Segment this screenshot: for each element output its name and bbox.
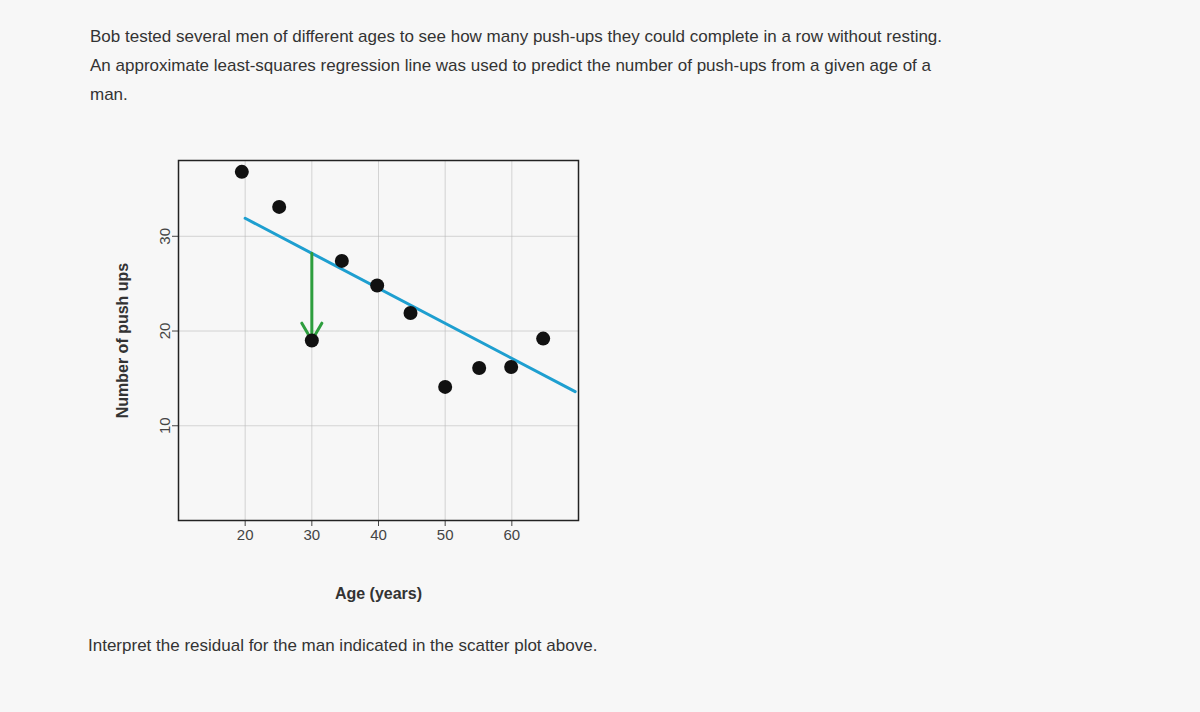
svg-text:Number of push ups: Number of push ups — [114, 263, 131, 419]
html-text:Interpret the residual for the: Interpret the residual for the man indic… — [88, 636, 598, 655]
svg-text:10: 10 — [156, 417, 173, 434]
svg-text:Age (years): Age (years) — [335, 585, 422, 602]
svg-text:20: 20 — [156, 323, 173, 340]
svg-text:20: 20 — [237, 526, 254, 543]
svg-text:30: 30 — [303, 526, 320, 543]
svg-text:30: 30 — [156, 228, 173, 245]
svg-text:50: 50 — [437, 526, 454, 543]
svg-text:40: 40 — [370, 526, 387, 543]
svg-text:60: 60 — [503, 526, 520, 543]
html-text:Bob tested several men of diff: Bob tested several men of different ages… — [90, 27, 943, 104]
